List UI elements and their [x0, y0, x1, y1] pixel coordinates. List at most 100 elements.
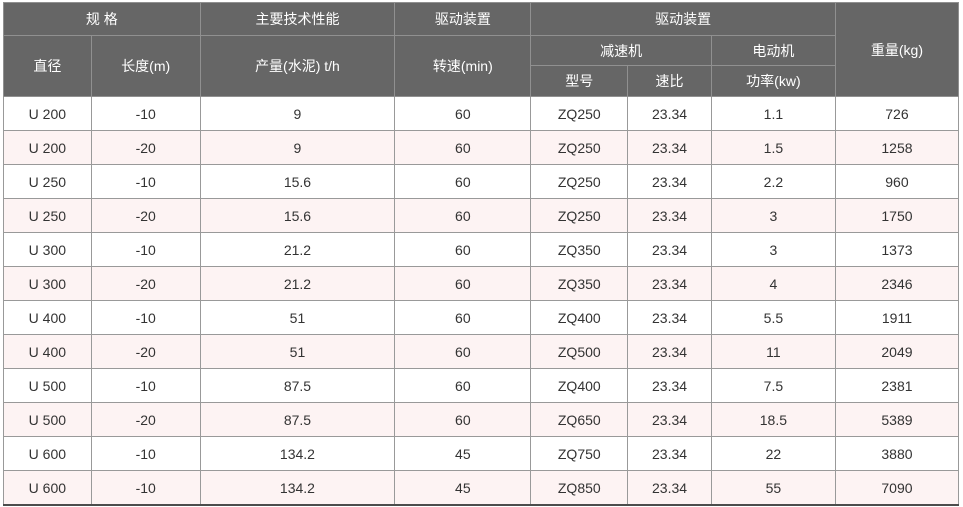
table-cell-power: 3 [710, 198, 836, 233]
header-row-3: 型号 速比 功率(kw) [4, 65, 959, 97]
table-cell-power: 5.5 [710, 300, 836, 335]
table-cell-weight: 726 [834, 96, 960, 131]
table-cell-output: 21.2 [199, 232, 396, 267]
table-cell-diameter: U 200 [3, 130, 92, 165]
table-cell-diameter: U 300 [3, 266, 92, 301]
table-cell-diameter: U 400 [3, 300, 92, 335]
table-cell-ratio: 23.34 [627, 470, 712, 506]
table-cell-power: 3 [710, 232, 836, 267]
table-cell-diameter: U 400 [3, 334, 92, 369]
header-diameter: 直径 [3, 35, 92, 97]
header-performance-group: 主要技术性能 [199, 2, 396, 36]
header-output: 产量(水泥) t/h [199, 35, 396, 97]
table-cell-model: ZQ400 [530, 300, 629, 335]
table-cell-ratio: 23.34 [627, 266, 712, 301]
table-cell-ratio: 23.34 [627, 164, 712, 199]
table-cell-model: ZQ500 [530, 334, 629, 369]
table-cell-speed: 60 [394, 96, 532, 131]
table-row: U 400 -10 51 60 ZQ400 23.34 5.5 1911 [3, 300, 960, 335]
table-row: U 300 -10 21.2 60 ZQ350 23.34 3 1373 [3, 232, 960, 267]
table-cell-weight: 7090 [834, 470, 960, 506]
table-cell-length: -20 [90, 402, 201, 437]
table-cell-ratio: 23.34 [627, 300, 712, 335]
table-cell-power: 1.1 [710, 96, 836, 131]
table-cell-ratio: 23.34 [627, 130, 712, 165]
table-cell-speed: 60 [394, 198, 532, 233]
header-length: 长度(m) [90, 35, 201, 97]
table-cell-weight: 2346 [834, 266, 960, 301]
table-cell-model: ZQ350 [530, 266, 629, 301]
table-cell-diameter: U 500 [3, 402, 92, 437]
table-cell-power: 1.5 [710, 130, 836, 165]
header-row-1: 规 格 主要技术性能 驱动装置 驱动装置 重量(kg) [3, 2, 960, 97]
table-cell-length: -20 [90, 130, 201, 165]
table-cell-speed: 60 [394, 130, 532, 165]
table-row: U 200 -20 9 60 ZQ250 23.34 1.5 1258 [3, 130, 960, 165]
table-cell-output: 15.6 [199, 198, 396, 233]
table-cell-output: 51 [199, 334, 396, 369]
table-cell-speed: 60 [394, 334, 532, 369]
header-row-2: 直径 长度(m) 产量(水泥) t/h 转速(min) 减速机 电动机 [3, 35, 959, 97]
table-cell-power: 7.5 [710, 368, 836, 403]
header-model: 型号 [530, 65, 629, 97]
table-cell-model: ZQ650 [530, 402, 629, 437]
table-cell-speed: 60 [394, 266, 532, 301]
table-cell-model: ZQ350 [530, 232, 629, 267]
header-motor: 电动机 [710, 35, 836, 66]
table-cell-length: -10 [90, 164, 201, 199]
table-cell-output: 15.6 [199, 164, 396, 199]
table-cell-model: ZQ250 [530, 164, 629, 199]
table-cell-weight: 3880 [834, 436, 960, 471]
header-weight: 重量(kg) [834, 2, 960, 97]
table-row: U 500 -10 87.5 60 ZQ400 23.34 7.5 2381 [3, 368, 960, 403]
table-cell-length: -20 [90, 334, 201, 369]
table-cell-length: -20 [90, 266, 201, 301]
table-cell-weight: 1750 [834, 198, 960, 233]
table-body: U 200 -10 9 60 ZQ250 23.34 1.1 726 U 200 -20 9 60 ZQ… [3, 96, 960, 506]
table-cell-output: 87.5 [199, 402, 396, 437]
table-cell-length: -10 [90, 96, 201, 131]
table-cell-model: ZQ750 [530, 436, 629, 471]
table-cell-speed: 60 [394, 368, 532, 403]
table-row: U 250 -10 15.6 60 ZQ250 23.34 2.2 960 [3, 164, 960, 199]
header-drive-group-1: 驱动装置 [394, 2, 532, 36]
table-cell-length: -20 [90, 198, 201, 233]
table-row: U 400 -20 51 60 ZQ500 23.34 11 2049 [3, 334, 960, 369]
table-cell-ratio: 23.34 [627, 436, 712, 471]
table-row: U 500 -20 87.5 60 ZQ650 23.34 18.5 5389 [3, 402, 960, 437]
table-cell-ratio: 23.34 [627, 334, 712, 369]
spec-table: 规 格 主要技术性能 驱动装置 驱动装置 重量(kg) 直径 长度(m) 产量(… [3, 2, 960, 506]
table-cell-model: ZQ250 [530, 130, 629, 165]
table-cell-power: 4 [710, 266, 836, 301]
table-cell-weight: 2381 [834, 368, 960, 403]
table-row: U 600 -10 134.2 45 ZQ850 23.34 55 7090 [3, 470, 960, 506]
table-cell-weight: 1258 [834, 130, 960, 165]
table-cell-weight: 1911 [834, 300, 960, 335]
table-header: 规 格 主要技术性能 驱动装置 驱动装置 重量(kg) 直径 长度(m) 产量(… [3, 2, 960, 97]
table-cell-diameter: U 600 [3, 436, 92, 471]
table-cell-weight: 1373 [834, 232, 960, 267]
table-cell-speed: 60 [394, 300, 532, 335]
table-cell-power: 11 [710, 334, 836, 369]
table-cell-power: 18.5 [710, 402, 836, 437]
table-row: U 600 -10 134.2 45 ZQ750 23.34 22 3880 [3, 436, 960, 471]
table-cell-length: -10 [90, 470, 201, 506]
table-cell-ratio: 23.34 [627, 402, 712, 437]
table-cell-output: 21.2 [199, 266, 396, 301]
table-cell-length: -10 [90, 232, 201, 267]
table-cell-output: 51 [199, 300, 396, 335]
header-ratio: 速比 [627, 65, 712, 97]
table-cell-weight: 5389 [834, 402, 960, 437]
header-speed: 转速(min) [394, 35, 532, 97]
table-cell-model: ZQ400 [530, 368, 629, 403]
table-cell-diameter: U 300 [3, 232, 92, 267]
table-cell-speed: 45 [394, 436, 532, 471]
header-power: 功率(kw) [710, 65, 836, 97]
table-cell-power: 2.2 [710, 164, 836, 199]
table-cell-length: -10 [90, 436, 201, 471]
table-cell-diameter: U 500 [3, 368, 92, 403]
table-cell-output: 9 [199, 96, 396, 131]
table-cell-ratio: 23.34 [627, 198, 712, 233]
table-cell-length: -10 [90, 368, 201, 403]
table-cell-length: -10 [90, 300, 201, 335]
